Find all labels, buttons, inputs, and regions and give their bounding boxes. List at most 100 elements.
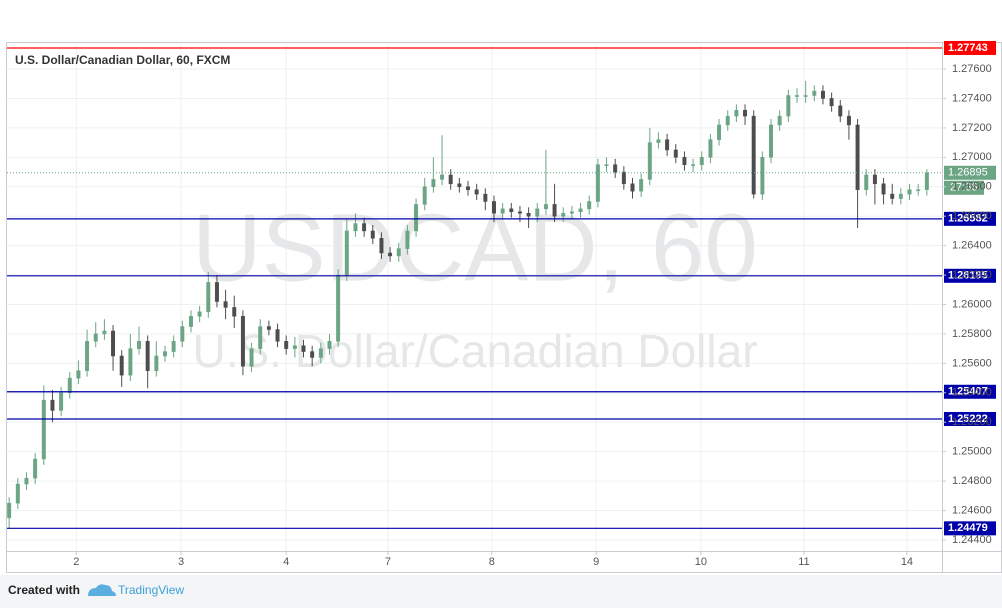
candle-body	[907, 189, 912, 195]
level-label-box	[944, 411, 996, 426]
y-tick-label: 1.25600	[952, 357, 992, 369]
candle-body	[336, 274, 341, 342]
candle-body	[924, 172, 929, 190]
candle-body	[128, 348, 133, 376]
countdown: 27:36	[950, 182, 978, 194]
candle-body	[803, 95, 808, 97]
candle-body	[760, 157, 765, 195]
level-label-box	[944, 211, 996, 226]
candle-body	[500, 208, 505, 214]
candle-body	[595, 164, 600, 202]
footer-bar	[0, 575, 1002, 608]
level-label: 1.25407	[948, 386, 988, 398]
candle-body	[561, 212, 566, 217]
candle-body	[258, 326, 263, 349]
candle-body	[613, 164, 618, 173]
candle-body	[76, 370, 81, 379]
candle-body	[890, 193, 895, 199]
candle-body	[33, 458, 38, 479]
candle-body	[881, 183, 886, 195]
y-tick-label: 1.27600	[952, 63, 992, 75]
candle-body	[206, 282, 211, 313]
candle-body	[509, 208, 514, 213]
candle-body	[535, 208, 540, 217]
countdown-box	[944, 180, 984, 195]
y-tick-label: 1.25800	[952, 328, 992, 340]
candle-body	[171, 341, 176, 352]
candle-body	[163, 351, 167, 357]
logo-cloud	[88, 584, 116, 596]
candle-body	[795, 95, 799, 97]
level-label-box	[944, 521, 996, 536]
candle-body	[431, 179, 436, 188]
candle-body	[916, 189, 921, 191]
y-tick-label: 1.27200	[952, 122, 992, 134]
candle-body	[59, 392, 64, 411]
candle-body	[699, 157, 704, 165]
candle-body	[362, 223, 367, 232]
candle-body	[777, 115, 782, 126]
footer-prefix: Created with	[8, 583, 80, 597]
candle-body	[370, 230, 375, 239]
candle-body	[691, 164, 696, 166]
candle-body	[491, 201, 496, 214]
legend-title: U.S. Dollar/Canadian Dollar, 60, FXCM	[15, 53, 230, 67]
y-tick-label: 1.26400	[952, 240, 992, 252]
candle-body	[474, 189, 479, 195]
candle-body	[180, 326, 185, 342]
candle-body	[569, 211, 574, 214]
candle-body	[67, 377, 72, 394]
candle-body	[812, 90, 817, 96]
y-tick-label: 1.24600	[952, 504, 992, 516]
candle-body	[344, 230, 349, 276]
candle-body	[708, 139, 713, 158]
candle-body	[396, 248, 401, 257]
y-tick-label: 1.26600	[952, 210, 992, 222]
candle-body	[448, 174, 453, 185]
candle-body	[266, 326, 271, 330]
candle-body	[275, 329, 280, 342]
candle-body	[769, 124, 773, 158]
last-price-label: 1.26895	[948, 167, 988, 179]
candle-body	[673, 149, 678, 158]
footer-brand[interactable]: TradingView	[118, 583, 184, 597]
level-label: 1.24479	[948, 522, 988, 534]
candle-body	[405, 230, 410, 249]
candle-body	[102, 330, 107, 335]
x-tick-label: 14	[901, 556, 913, 568]
candle-body	[717, 124, 722, 140]
x-tick-label: 2	[73, 556, 79, 568]
x-tick-label: 3	[178, 556, 184, 568]
candle-body	[838, 105, 843, 117]
candle-body	[743, 109, 748, 117]
x-tick-label: 9	[593, 556, 599, 568]
candle-body	[872, 174, 877, 185]
candle-body	[630, 183, 635, 192]
grid	[7, 44, 942, 551]
last-price-box	[944, 165, 996, 180]
candle-body	[587, 201, 592, 210]
candle-body	[353, 223, 358, 232]
candle-body	[543, 204, 548, 210]
candle-body	[656, 139, 661, 143]
candle-body	[864, 174, 869, 190]
y-tick-label: 1.27000	[952, 151, 992, 163]
candle-body	[526, 212, 531, 217]
candle-body	[578, 208, 583, 213]
candle-body	[440, 174, 445, 180]
candle-body	[639, 179, 644, 192]
candle-body	[820, 90, 825, 99]
candle-body	[552, 204, 557, 217]
candle-body	[284, 341, 289, 349]
level-label: 1.25222	[948, 413, 988, 425]
candle-body	[829, 98, 834, 107]
candle-body	[604, 164, 609, 166]
y-tick-label: 1.25000	[952, 446, 992, 458]
candle-body	[483, 193, 488, 202]
candle-body	[93, 333, 98, 342]
candle-body	[24, 477, 29, 485]
candle-body	[232, 307, 237, 317]
candle-body	[388, 252, 393, 257]
candles	[7, 80, 929, 529]
